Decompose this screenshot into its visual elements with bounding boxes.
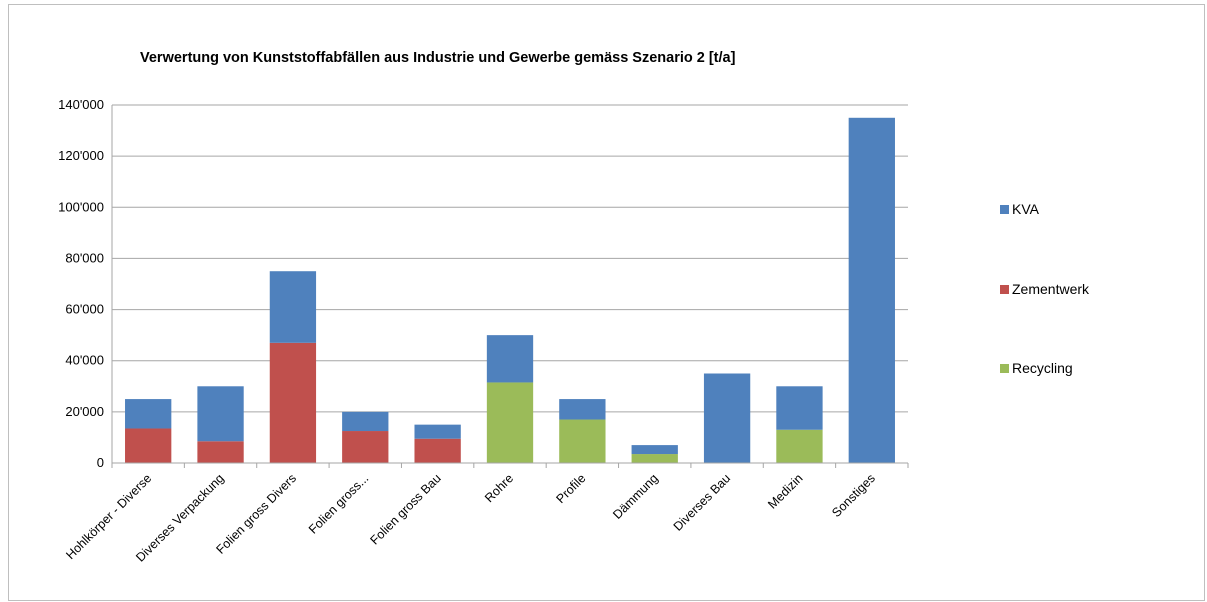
y-tick-label: 120'000 [58,148,104,163]
bar-kva [559,399,606,420]
bar-zementwerk [414,438,461,463]
bar-zementwerk [342,431,389,463]
legend-label-zementwerk: Zementwerk [1012,281,1090,297]
y-tick-label: 60'000 [65,302,104,317]
bar-kva [414,424,461,439]
x-tick-label: Profile [554,471,589,506]
bar-zementwerk [125,428,172,463]
x-tick-label: Folien gross... [306,471,371,536]
bar-kva [197,386,244,442]
legend-label-recycling: Recycling [1012,360,1073,376]
x-tick-label: Sonstiges [829,471,878,520]
x-tick-label: Folien gross Divers [213,471,299,557]
x-tick-label: Diverses Bau [671,471,733,533]
bar-kva [848,117,895,464]
bar-kva [631,445,678,455]
bar-kva [342,411,389,432]
y-tick-label: 0 [97,455,104,470]
bar-recycling [776,429,823,463]
bar-kva [486,335,534,383]
x-tick-label: Medizin [765,471,805,511]
chart-title: Verwertung von Kunststoffabfällen aus In… [140,50,736,66]
bar-recycling [486,382,534,463]
x-tick-label: Dämmung [610,471,661,522]
bar-zementwerk [269,342,317,463]
legend-swatch-zementwerk [1000,285,1009,294]
bar-kva [776,386,823,430]
x-tick-label: Rohre [482,471,516,505]
bar-kva [125,399,172,429]
chart-frame [8,4,1205,601]
y-tick-label: 100'000 [58,199,104,214]
bar-recycling [559,419,606,463]
y-tick-label: 80'000 [65,250,104,265]
y-tick-label: 140'000 [58,97,104,112]
bar-kva [269,271,317,343]
bar-kva [703,373,751,463]
legend-swatch-kva [1000,205,1009,214]
bar-zementwerk [197,441,244,463]
y-tick-label: 20'000 [65,404,104,419]
legend-swatch-recycling [1000,364,1009,373]
legend-label-kva: KVA [1012,201,1040,217]
x-tick-label: Folien gross Bau [368,471,444,547]
bar-recycling [631,454,678,463]
y-tick-label: 40'000 [65,353,104,368]
